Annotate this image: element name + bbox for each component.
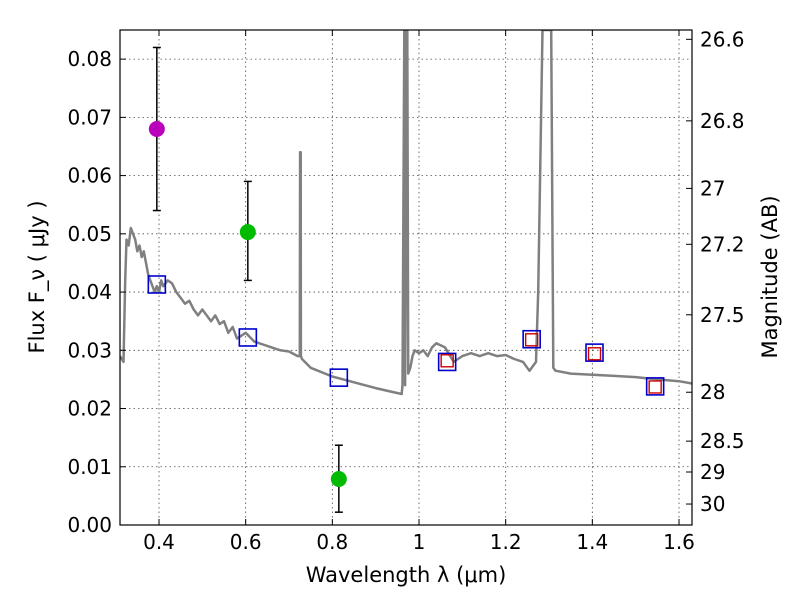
x-tick-label: 0.6: [230, 530, 262, 554]
y-tick-label: 0.04: [67, 280, 112, 304]
y-tick-label: 0.00: [67, 513, 112, 537]
tick-layer: 0.4 0.6 0.8 1 1.2 1.4 1.6 0.00 0.01 0.02 0.03 0.04 0…: [67, 27, 744, 554]
x-tick-label: 1: [413, 530, 426, 554]
x-tick-label: 1.2: [490, 530, 522, 554]
plot-frame: [119, 29, 693, 526]
sed-model-curve: [120, 30, 692, 396]
mag-tick-label: 26.8: [700, 109, 745, 133]
y-tick-label: 0.06: [67, 164, 112, 188]
model-blue-square: [147, 275, 167, 294]
model-blue-square: [645, 377, 665, 396]
model-red-square: [524, 333, 539, 347]
model-blue-square: [522, 329, 541, 349]
mag-tick-label: 26.6: [700, 27, 745, 51]
mag-tick-label: 27.5: [700, 303, 745, 327]
model-blue-square: [238, 328, 258, 347]
y-tick-label: 0.03: [67, 338, 112, 362]
y-axis-label: Flux F_ν ( μJy ): [25, 200, 50, 353]
x-tick-label: 0.4: [143, 530, 175, 554]
x-tick-label: 0.8: [316, 530, 348, 554]
mag-tick-label: 27.2: [700, 232, 745, 256]
x-tick-label: 1.6: [663, 530, 695, 554]
x-axis-label: Wavelength λ (μm): [306, 563, 507, 587]
mag-tick-label: 28.5: [700, 429, 745, 453]
model-red-square: [440, 354, 454, 368]
y2-axis-label: Magnitude (AB): [758, 195, 782, 358]
model-blue-square: [437, 352, 457, 372]
y-tick-label: 0.05: [67, 222, 112, 246]
grid-layer: [120, 30, 692, 526]
observed-data-point: [330, 470, 347, 487]
y-tick-label: 0.02: [67, 397, 112, 421]
curve-layer: [120, 30, 692, 396]
observed-data-point: [148, 121, 165, 137]
marker-layer: [147, 46, 665, 513]
mag-tick-label: 27: [700, 176, 725, 200]
y-tick-label: 0.07: [67, 105, 112, 129]
x-tick-label: 1.4: [576, 530, 608, 554]
y-tick-label: 0.01: [67, 455, 112, 479]
observed-data-point: [239, 224, 256, 241]
mag-tick-label: 30: [700, 492, 725, 516]
y-tick-label: 0.08: [67, 47, 112, 71]
model-blue-square: [329, 368, 349, 387]
model-red-square: [587, 347, 602, 361]
mag-tick-label: 28: [700, 380, 725, 404]
mag-tick-label: 29: [700, 460, 725, 484]
model-red-square: [648, 380, 662, 394]
model-blue-square: [585, 343, 604, 362]
